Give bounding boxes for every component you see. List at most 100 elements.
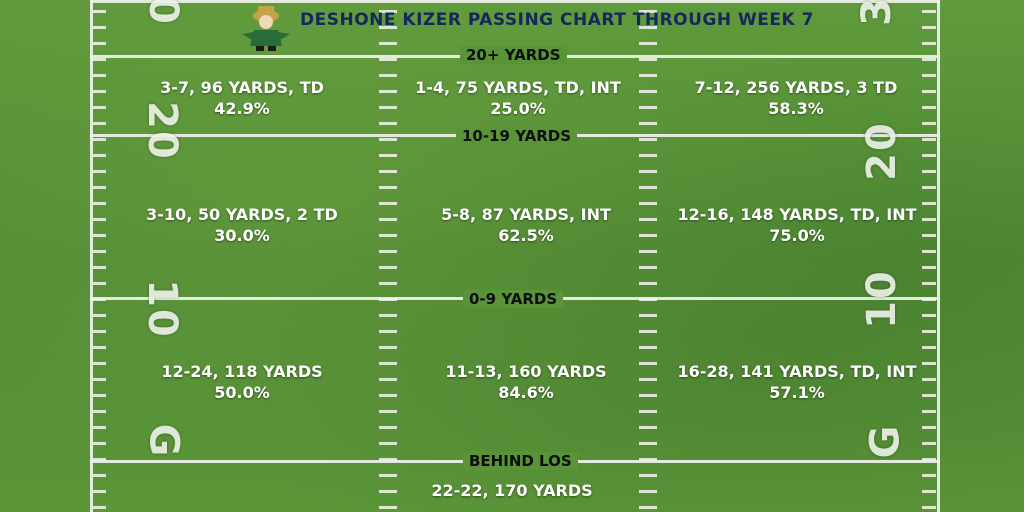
yard-line (90, 0, 940, 3)
hash-mark (922, 202, 936, 205)
hash-mark (379, 74, 397, 77)
hash-mark (92, 506, 106, 509)
hash-mark (922, 362, 936, 365)
hash-mark (379, 362, 397, 365)
chart-title: DESHONE KIZER PASSING CHART THROUGH WEEK… (300, 10, 814, 30)
hash-mark (92, 394, 106, 397)
hash-mark (922, 138, 936, 141)
cell-deep-left: 3-7, 96 YARDS, TD 42.9% (112, 77, 372, 119)
hash-mark (922, 410, 936, 413)
hash-mark (922, 74, 936, 77)
cell-short-left: 12-24, 118 YARDS 50.0% (112, 361, 372, 403)
cell-percent: 57.1% (769, 383, 825, 402)
hash-mark (639, 218, 657, 221)
hash-mark (379, 394, 397, 397)
hash-mark (92, 154, 106, 157)
cell-mid-mid: 5-8, 87 YARDS, INT 62.5% (396, 204, 656, 246)
hash-mark (92, 426, 106, 429)
hash-mark (379, 442, 397, 445)
hash-mark (639, 74, 657, 77)
hash-mark (922, 378, 936, 381)
hash-mark (639, 410, 657, 413)
field-number-right-20: 20 (858, 121, 905, 181)
hash-mark (379, 234, 397, 237)
hash-mark (639, 202, 657, 205)
hash-mark (639, 26, 657, 29)
hash-mark (639, 122, 657, 125)
hash-mark (639, 442, 657, 445)
hash-mark (379, 202, 397, 205)
hash-mark (92, 122, 106, 125)
field-number-left-10: 10 (138, 279, 185, 339)
hash-mark (639, 426, 657, 429)
hash-mark (922, 458, 936, 461)
hash-mark (922, 186, 936, 189)
hash-mark (92, 442, 106, 445)
hash-mark (92, 458, 106, 461)
hash-mark (922, 442, 936, 445)
hash-mark (379, 378, 397, 381)
cell-stats: 3-7, 96 YARDS, TD (160, 78, 324, 97)
hash-mark (92, 90, 106, 93)
band-label-behind: BEHIND LOS (463, 452, 578, 470)
hash-mark (922, 218, 936, 221)
hash-mark (379, 26, 397, 29)
leprechaun-logo-icon (242, 6, 290, 51)
cell-stats: 1-4, 75 YARDS, TD, INT (415, 78, 621, 97)
left-sideline (90, 0, 93, 512)
field-number-left-g: G (140, 423, 187, 459)
hash-mark (922, 122, 936, 125)
hash-mark (922, 170, 936, 173)
hash-mark (639, 154, 657, 157)
cell-short-right: 16-28, 141 YARDS, TD, INT 57.1% (666, 361, 928, 403)
hash-mark (92, 474, 106, 477)
cell-stats: 5-8, 87 YARDS, INT (441, 205, 611, 224)
hash-mark (379, 474, 397, 477)
hash-mark (379, 298, 397, 301)
hash-mark (639, 234, 657, 237)
hash-mark (922, 282, 936, 285)
hash-mark (379, 282, 397, 285)
cell-deep-right: 7-12, 256 YARDS, 3 TD 58.3% (666, 77, 926, 119)
cell-stats: 7-12, 256 YARDS, 3 TD (694, 78, 898, 97)
cell-stats: 11-13, 160 YARDS (445, 362, 607, 381)
hash-mark (639, 474, 657, 477)
hash-mark (379, 154, 397, 157)
hash-mark (639, 298, 657, 301)
hash-mark (922, 58, 936, 61)
hash-mark (92, 170, 106, 173)
hash-mark (92, 314, 106, 317)
hash-mark (639, 42, 657, 45)
hash-mark (639, 394, 657, 397)
cell-stats: 12-24, 118 YARDS (161, 362, 323, 381)
hash-mark (379, 90, 397, 93)
hash-mark (379, 458, 397, 461)
hash-mark (922, 426, 936, 429)
hash-mark (379, 250, 397, 253)
hash-mark (639, 282, 657, 285)
hash-mark (639, 186, 657, 189)
hash-mark (379, 506, 397, 509)
field-number-right-g: G (862, 423, 909, 459)
hash-mark (922, 90, 936, 93)
cell-percent: 50.0% (214, 383, 270, 402)
field-number-right-10: 10 (858, 269, 905, 329)
hash-mark (922, 490, 936, 493)
hash-mark (379, 346, 397, 349)
hash-mark (379, 490, 397, 493)
hash-mark (922, 474, 936, 477)
hash-mark (639, 362, 657, 365)
hash-mark (92, 106, 106, 109)
hash-mark (639, 10, 657, 13)
hash-mark (922, 394, 936, 397)
hash-mark (92, 138, 106, 141)
hash-mark (92, 42, 106, 45)
hash-mark (379, 426, 397, 429)
hash-mark (92, 330, 106, 333)
hash-mark (922, 330, 936, 333)
hash-mark (922, 42, 936, 45)
hash-mark (922, 346, 936, 349)
cell-percent: 30.0% (214, 226, 270, 245)
cell-percent: 25.0% (490, 99, 546, 118)
